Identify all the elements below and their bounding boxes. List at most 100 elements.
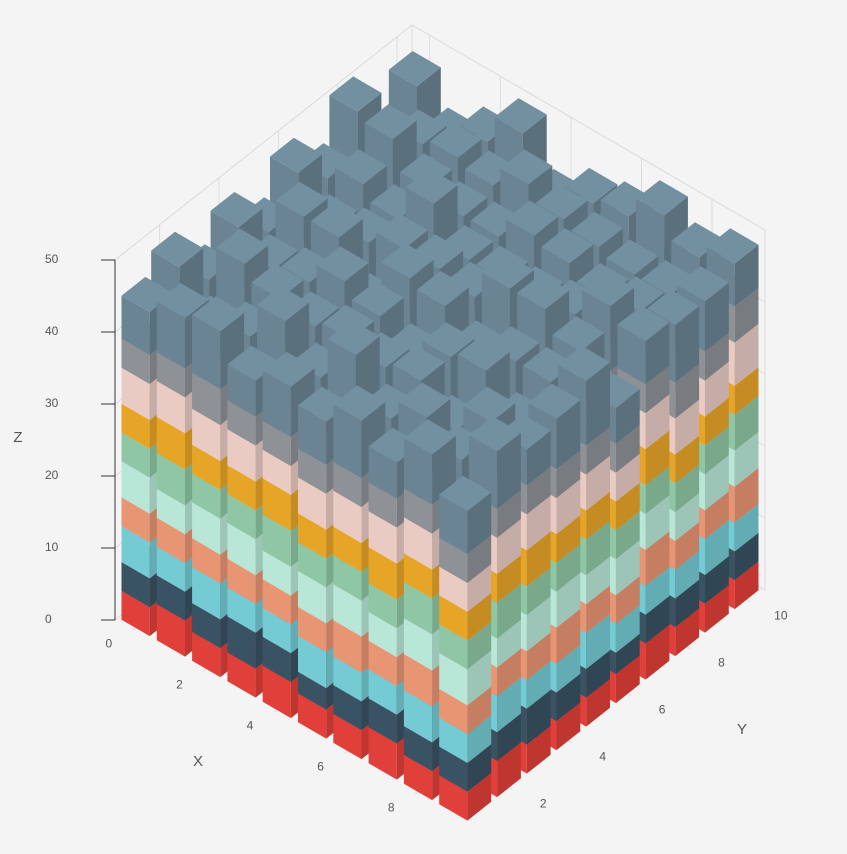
bar-face-right bbox=[705, 361, 729, 417]
bar-face-left bbox=[403, 726, 433, 772]
bar-face-left bbox=[403, 754, 433, 801]
bar-face-left bbox=[262, 478, 291, 531]
z-tick-label: 30 bbox=[45, 396, 59, 410]
bar-face-right bbox=[467, 535, 492, 583]
bar-face-top bbox=[351, 281, 404, 317]
bar-face-left bbox=[333, 490, 362, 544]
bar-face-left bbox=[227, 616, 256, 669]
bar-face-right bbox=[497, 519, 521, 574]
bar-face-top bbox=[192, 296, 245, 332]
bar-face-left bbox=[262, 514, 291, 567]
y-tick-label: 8 bbox=[718, 655, 725, 669]
bar-face-left bbox=[333, 620, 362, 673]
bar-face-top bbox=[316, 246, 369, 282]
bar-face-top bbox=[570, 211, 623, 248]
bar-face-right bbox=[467, 564, 492, 612]
bar-face-left bbox=[368, 612, 397, 658]
bar-face-top bbox=[329, 76, 382, 112]
bar-face-right bbox=[526, 466, 551, 515]
grid-line bbox=[114, 24, 766, 261]
bar-face-right bbox=[615, 540, 640, 596]
bar-face-left bbox=[227, 558, 256, 604]
bar-face-right bbox=[705, 585, 729, 633]
y-axis-label: Y bbox=[737, 721, 747, 738]
bar-face-top bbox=[375, 213, 428, 249]
bar-face-left bbox=[368, 669, 397, 715]
z-tick-label: 40 bbox=[45, 324, 59, 338]
bar-face-left bbox=[298, 607, 327, 653]
bar-face-top bbox=[333, 385, 386, 421]
bar-face-right bbox=[675, 306, 700, 383]
bar-face-left bbox=[262, 665, 291, 719]
bar-face-right bbox=[734, 244, 759, 307]
bar-face-right bbox=[586, 362, 610, 446]
bar-face-left bbox=[156, 575, 185, 621]
bar-face-top bbox=[262, 351, 315, 387]
bar-face-left bbox=[192, 408, 221, 462]
bar-face-top bbox=[422, 322, 475, 358]
bar-face-right bbox=[734, 367, 759, 415]
bar-face-right bbox=[497, 648, 521, 697]
bar-face-right bbox=[675, 550, 700, 599]
bar-face-left bbox=[403, 582, 433, 635]
bar-face-left bbox=[439, 566, 468, 612]
bar-face-top bbox=[403, 419, 456, 455]
bar-face-top bbox=[541, 228, 594, 264]
bar-face-left bbox=[298, 542, 327, 588]
bar-face-right bbox=[586, 679, 610, 727]
bar-face-top bbox=[439, 475, 492, 511]
bar-face-right bbox=[497, 742, 521, 798]
bar-face-right bbox=[497, 490, 521, 538]
bar-face-left bbox=[403, 517, 433, 570]
bar-face-right bbox=[675, 522, 700, 570]
bar-face-top bbox=[251, 263, 304, 299]
bar-face-right bbox=[586, 491, 610, 540]
bar-face-right bbox=[675, 493, 700, 541]
bar-face-left bbox=[298, 477, 327, 530]
bar-face-right bbox=[705, 397, 729, 446]
bar-face-right bbox=[734, 287, 759, 343]
bar-face-right bbox=[645, 531, 670, 586]
bar-face-right bbox=[526, 690, 551, 745]
bar-face-right bbox=[734, 467, 759, 523]
bar-face-left bbox=[368, 511, 397, 564]
bar-segment bbox=[706, 228, 759, 307]
bar-face-right bbox=[675, 399, 700, 455]
bar-face-left bbox=[156, 517, 185, 563]
bar-face-left bbox=[368, 583, 397, 629]
bar-face-top bbox=[210, 192, 263, 228]
z-tick-label: 10 bbox=[45, 540, 59, 554]
bar-face-left bbox=[192, 473, 221, 519]
bar-face-left bbox=[368, 446, 397, 499]
bar-face-right bbox=[556, 515, 581, 563]
bar-face-left bbox=[262, 370, 291, 438]
x-axis-label: X bbox=[193, 753, 203, 770]
bar-face-top bbox=[429, 122, 482, 158]
bar-face-top bbox=[582, 271, 635, 307]
bar-face-left bbox=[403, 690, 433, 743]
bar-face-right bbox=[645, 567, 670, 615]
bar-face-right bbox=[526, 726, 551, 774]
bar-face-left bbox=[192, 538, 221, 584]
x-tick-label: 0 bbox=[105, 637, 112, 651]
bar-face-left bbox=[298, 671, 327, 710]
bar-face-left bbox=[262, 550, 291, 596]
bar-face-left bbox=[121, 432, 150, 478]
x-tick-label: 2 bbox=[176, 678, 183, 692]
bar-face-left bbox=[192, 502, 221, 555]
bar-face-right bbox=[615, 389, 640, 444]
bar-face-left bbox=[262, 420, 291, 467]
bar-face-left bbox=[192, 631, 221, 678]
bar-face-right bbox=[526, 531, 551, 587]
bar-face-left bbox=[156, 417, 185, 470]
bar-face-right bbox=[467, 593, 492, 641]
bar-face-right bbox=[734, 431, 759, 487]
bar-face-right bbox=[526, 430, 551, 486]
bar-face-top bbox=[487, 326, 540, 362]
bar-face-top bbox=[457, 335, 510, 371]
bar-face-top bbox=[517, 274, 570, 310]
y-tick-label: 2 bbox=[540, 796, 547, 810]
bar-face-left bbox=[262, 449, 291, 495]
bar-face-top bbox=[463, 386, 516, 422]
x-tick-label: 4 bbox=[247, 719, 254, 733]
